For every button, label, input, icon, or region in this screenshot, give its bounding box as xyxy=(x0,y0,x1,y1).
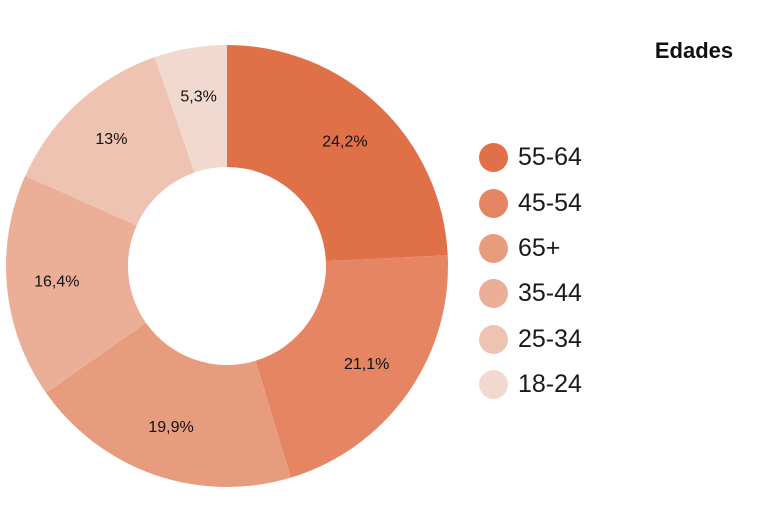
legend-swatch xyxy=(479,370,508,400)
legend-label: 35-44 xyxy=(518,279,582,308)
slice-25-34 xyxy=(25,57,195,226)
legend-item: 35-44 xyxy=(479,271,582,316)
legend-item: 45-54 xyxy=(479,180,582,225)
slice-45-54 xyxy=(255,255,448,478)
legend-swatch xyxy=(479,233,508,263)
legend-label: 55-64 xyxy=(518,143,582,172)
slice-18-24 xyxy=(154,45,227,173)
legend-item: 18-24 xyxy=(479,362,582,407)
legend-title: Edades xyxy=(654,38,734,63)
slice-35-44 xyxy=(5,175,146,393)
legend-item: 25-34 xyxy=(479,317,582,362)
slice-65+ xyxy=(46,322,291,487)
legend-swatch xyxy=(479,279,508,309)
legend-swatch xyxy=(479,143,508,173)
slice-value-label: 16,4% xyxy=(34,274,79,291)
legend-label: 25-34 xyxy=(518,324,582,353)
legend-item: 55-64 xyxy=(479,135,582,180)
slice-value-label: 21,1% xyxy=(344,356,389,373)
legend-label: 18-24 xyxy=(518,370,582,399)
slice-value-label: 5,3% xyxy=(180,89,216,106)
legend-label: 45-54 xyxy=(518,188,582,217)
slice-value-label: 19,9% xyxy=(148,419,193,436)
slice-value-label: 13% xyxy=(95,131,127,148)
legend-swatch xyxy=(479,188,508,218)
slice-value-label: 24,2% xyxy=(322,133,367,150)
legend-swatch xyxy=(479,324,508,354)
slice-55-64 xyxy=(227,45,448,262)
legend: 55-64 45-54 65+ 35-44 25-34 18-24 xyxy=(479,135,582,407)
legend-label: 65+ xyxy=(518,233,561,262)
legend-item: 65+ xyxy=(479,226,582,271)
